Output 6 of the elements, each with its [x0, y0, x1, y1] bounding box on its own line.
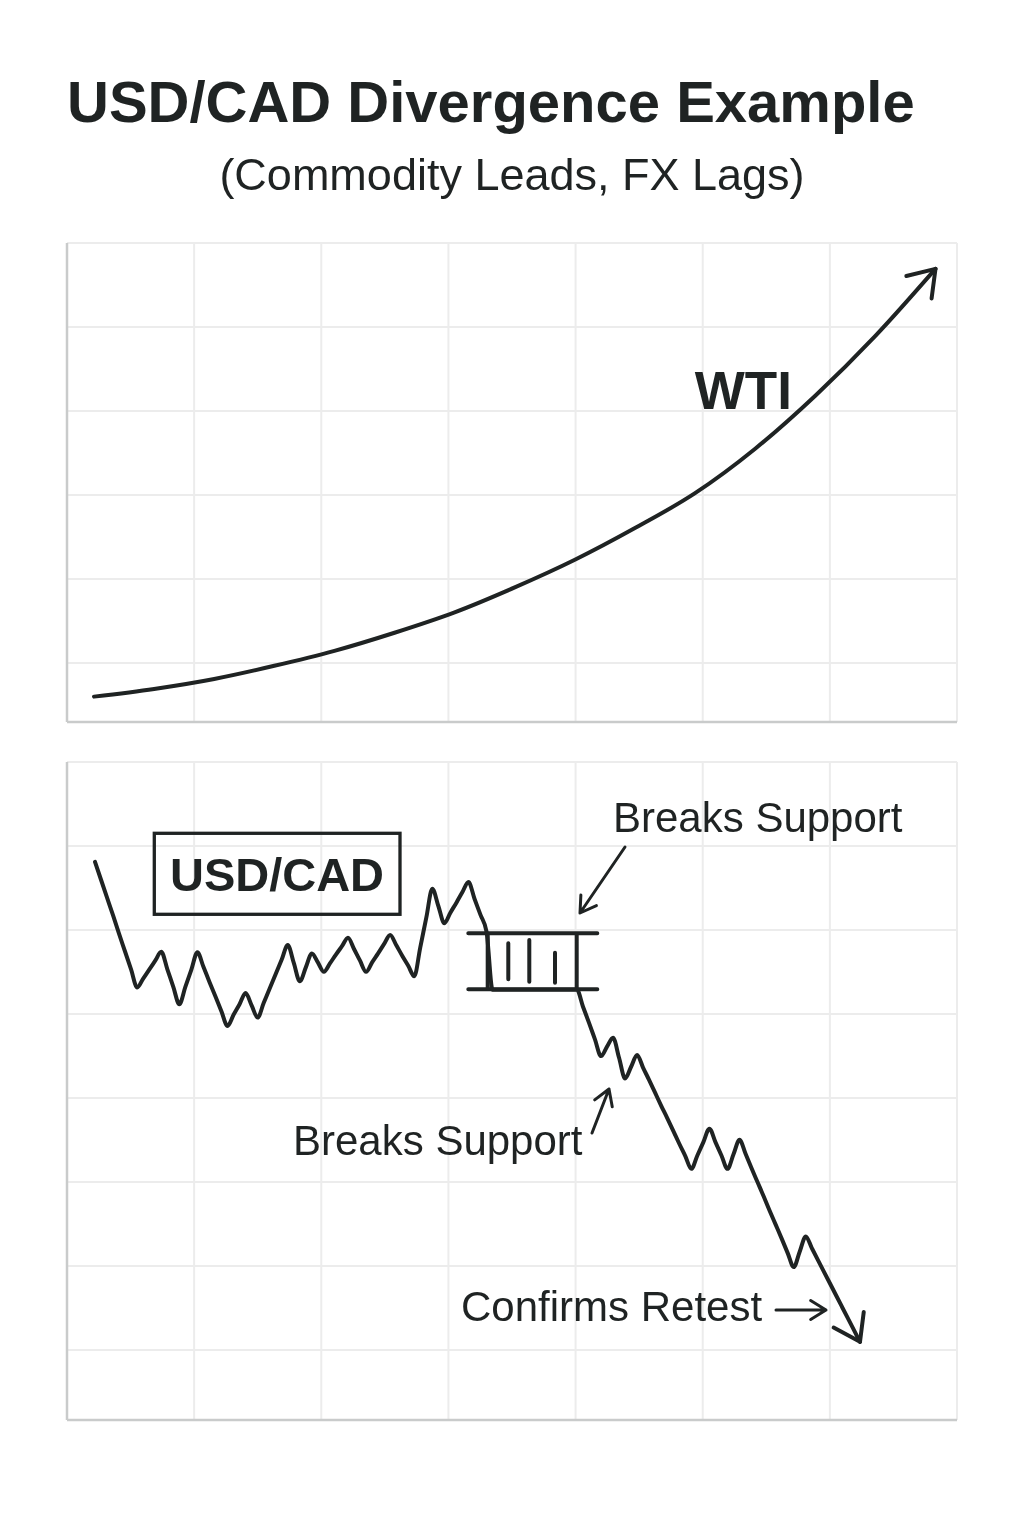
- chart-title: USD/CAD Divergence Example: [67, 69, 915, 134]
- annotation: Confirms Retest: [461, 1283, 763, 1330]
- annotation: Breaks Support: [293, 1117, 583, 1164]
- chart-subtitle: (Commodity Leads, FX Lags): [218, 149, 806, 200]
- text: Breaks Support: [613, 794, 903, 841]
- series-label: USD/CAD: [169, 847, 385, 901]
